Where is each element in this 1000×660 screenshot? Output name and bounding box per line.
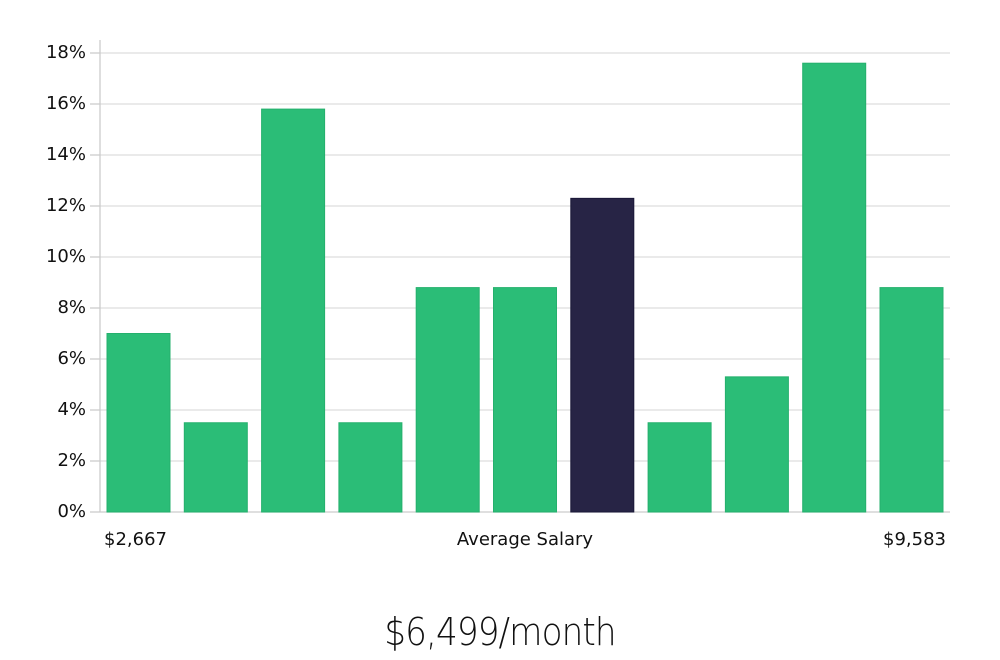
highlighted-bar — [570, 197, 635, 513]
x-min-label: $2,667 — [104, 529, 167, 550]
y-tick-label: 12% — [45, 195, 86, 216]
y-tick-label: 16% — [45, 93, 86, 114]
y-tick-label: 18% — [45, 42, 86, 63]
y-tick-label: 14% — [45, 144, 86, 165]
y-tick-label: 6% — [57, 348, 86, 369]
y-tick-label: 2% — [57, 450, 86, 471]
histogram-bar — [493, 287, 557, 513]
histogram-bar — [802, 62, 867, 513]
histogram-bar — [261, 108, 326, 513]
histogram-bar — [106, 333, 171, 513]
histogram-bar — [879, 287, 944, 513]
average-salary-summary: $6,499/month — [384, 610, 616, 654]
histogram-bar — [183, 422, 248, 513]
x-axis-title: Average Salary — [456, 529, 594, 550]
y-tick-label: 0% — [57, 501, 86, 522]
histogram-bar — [647, 422, 712, 513]
y-tick-label: 8% — [57, 297, 86, 318]
y-tick-label: 4% — [57, 399, 86, 420]
histogram-bar — [338, 422, 403, 513]
histogram-bar — [724, 376, 789, 513]
x-max-label: $9,583 — [883, 529, 946, 550]
chart-svg — [90, 40, 950, 513]
histogram-bar — [415, 287, 480, 513]
y-tick-label: 10% — [45, 246, 86, 267]
